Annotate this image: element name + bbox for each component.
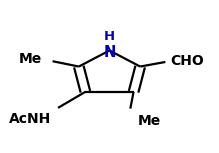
Text: Me: Me (19, 52, 42, 66)
Text: N: N (103, 45, 116, 60)
Text: AcNH: AcNH (9, 112, 51, 126)
Text: Me: Me (137, 114, 161, 128)
Text: CHO: CHO (170, 54, 204, 68)
Text: H: H (104, 30, 115, 43)
